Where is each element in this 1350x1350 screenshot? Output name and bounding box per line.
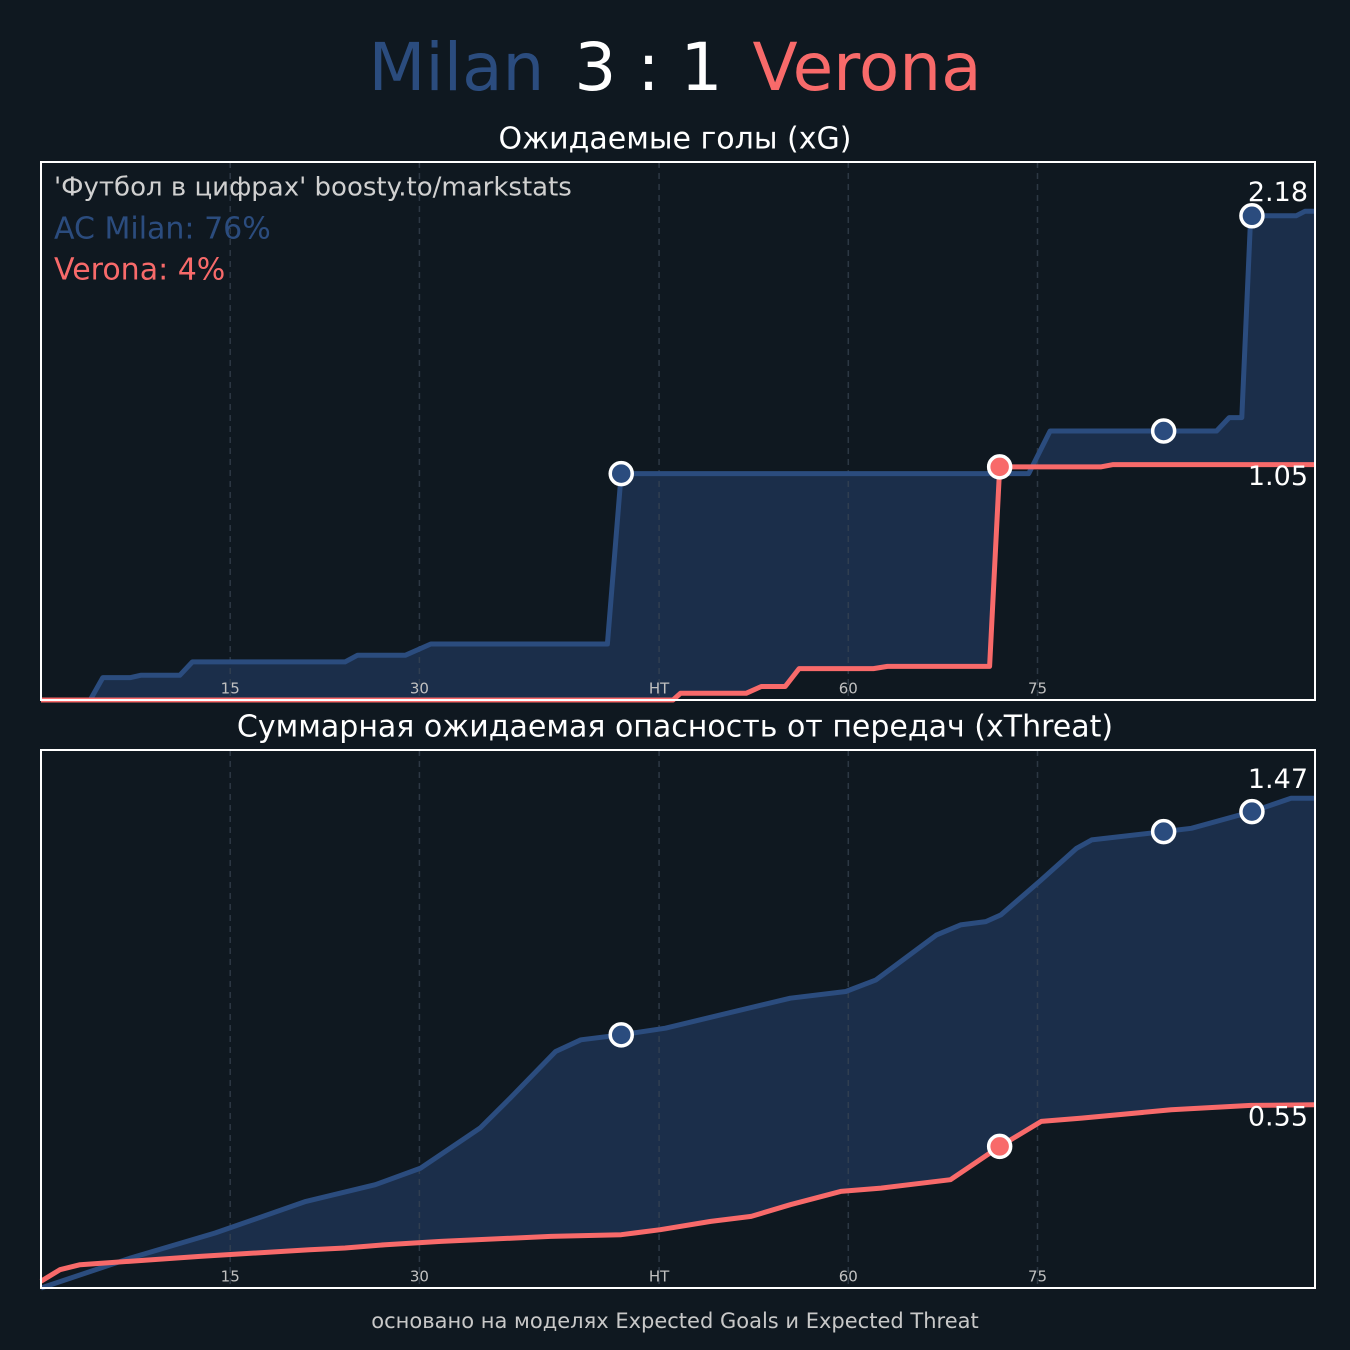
- goal-marker: [608, 1022, 634, 1048]
- goal-marker: [1239, 798, 1265, 825]
- score: 3 : 1: [574, 29, 722, 106]
- area-mask: [41, 464, 1315, 700]
- series-line: [40, 795, 1315, 1291]
- x-tick-label: 30: [410, 680, 429, 698]
- x-tick-label: 30: [410, 1268, 429, 1286]
- win-probability: Verona: 4%: [54, 253, 225, 288]
- end-value-label: 2.18: [1248, 177, 1308, 208]
- goal-marker: [608, 460, 634, 487]
- goal-marker: [1150, 818, 1177, 845]
- x-tick-label: 75: [1028, 1268, 1047, 1286]
- plot-border: [40, 749, 1316, 1289]
- chart-title: Ожидаемые голы (xG): [499, 122, 852, 157]
- home-team: Milan: [368, 29, 544, 106]
- end-value-label: 1.47: [1248, 764, 1308, 795]
- end-value-label: 0.55: [1248, 1101, 1308, 1132]
- x-tick-label: HT: [649, 680, 670, 698]
- footer: основано на моделях Expected Goals и Exp…: [371, 1309, 978, 1333]
- x-tick-label: 75: [1028, 680, 1047, 698]
- plot-border: [40, 161, 1316, 701]
- x-tick-label: 60: [839, 680, 858, 698]
- end-value-label: 1.05: [1248, 461, 1308, 492]
- x-tick-label: 15: [221, 680, 240, 698]
- goal-marker: [986, 1133, 1013, 1160]
- series-line: [41, 462, 1315, 703]
- source-note: 'Футбол в цифрах' boosty.to/markstats: [54, 173, 572, 203]
- series-line: [41, 208, 1315, 703]
- series-line: [39, 1102, 1316, 1284]
- x-tick-label: 15: [221, 1268, 240, 1286]
- goal-marker: [986, 454, 1013, 480]
- x-tick-label: HT: [649, 1268, 670, 1286]
- goal-marker: [1239, 203, 1265, 229]
- chart-title: Суммарная ожидаемая опасность от передач…: [237, 710, 1113, 745]
- match-header: Milan 3 : 1 Verona: [368, 29, 981, 106]
- win-probability: AC Milan: 76%: [54, 212, 271, 247]
- away-team: Verona: [753, 29, 982, 106]
- x-tick-label: 60: [839, 1268, 858, 1286]
- goal-marker: [1150, 418, 1177, 444]
